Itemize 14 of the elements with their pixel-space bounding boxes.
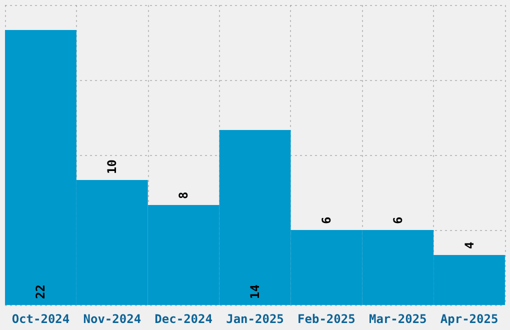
data-label: 10	[105, 160, 120, 174]
x-tick-label: Feb-2025	[298, 312, 356, 326]
x-tick-label: Oct-2024	[12, 312, 70, 326]
x-tick-label: Dec-2024	[154, 312, 212, 326]
data-label: 14	[248, 284, 262, 299]
data-label: 8	[176, 192, 191, 199]
data-label: 22	[34, 284, 48, 299]
data-label: 4	[462, 242, 476, 249]
x-tick-label: Mar-2025	[368, 312, 427, 326]
x-tick-label: Apr-2025	[440, 312, 498, 326]
x-tick-label: Nov-2024	[83, 312, 142, 326]
x-tick-label: Jan-2025	[226, 312, 284, 326]
data-label: 6	[319, 216, 334, 224]
data-label: 6	[390, 216, 405, 224]
